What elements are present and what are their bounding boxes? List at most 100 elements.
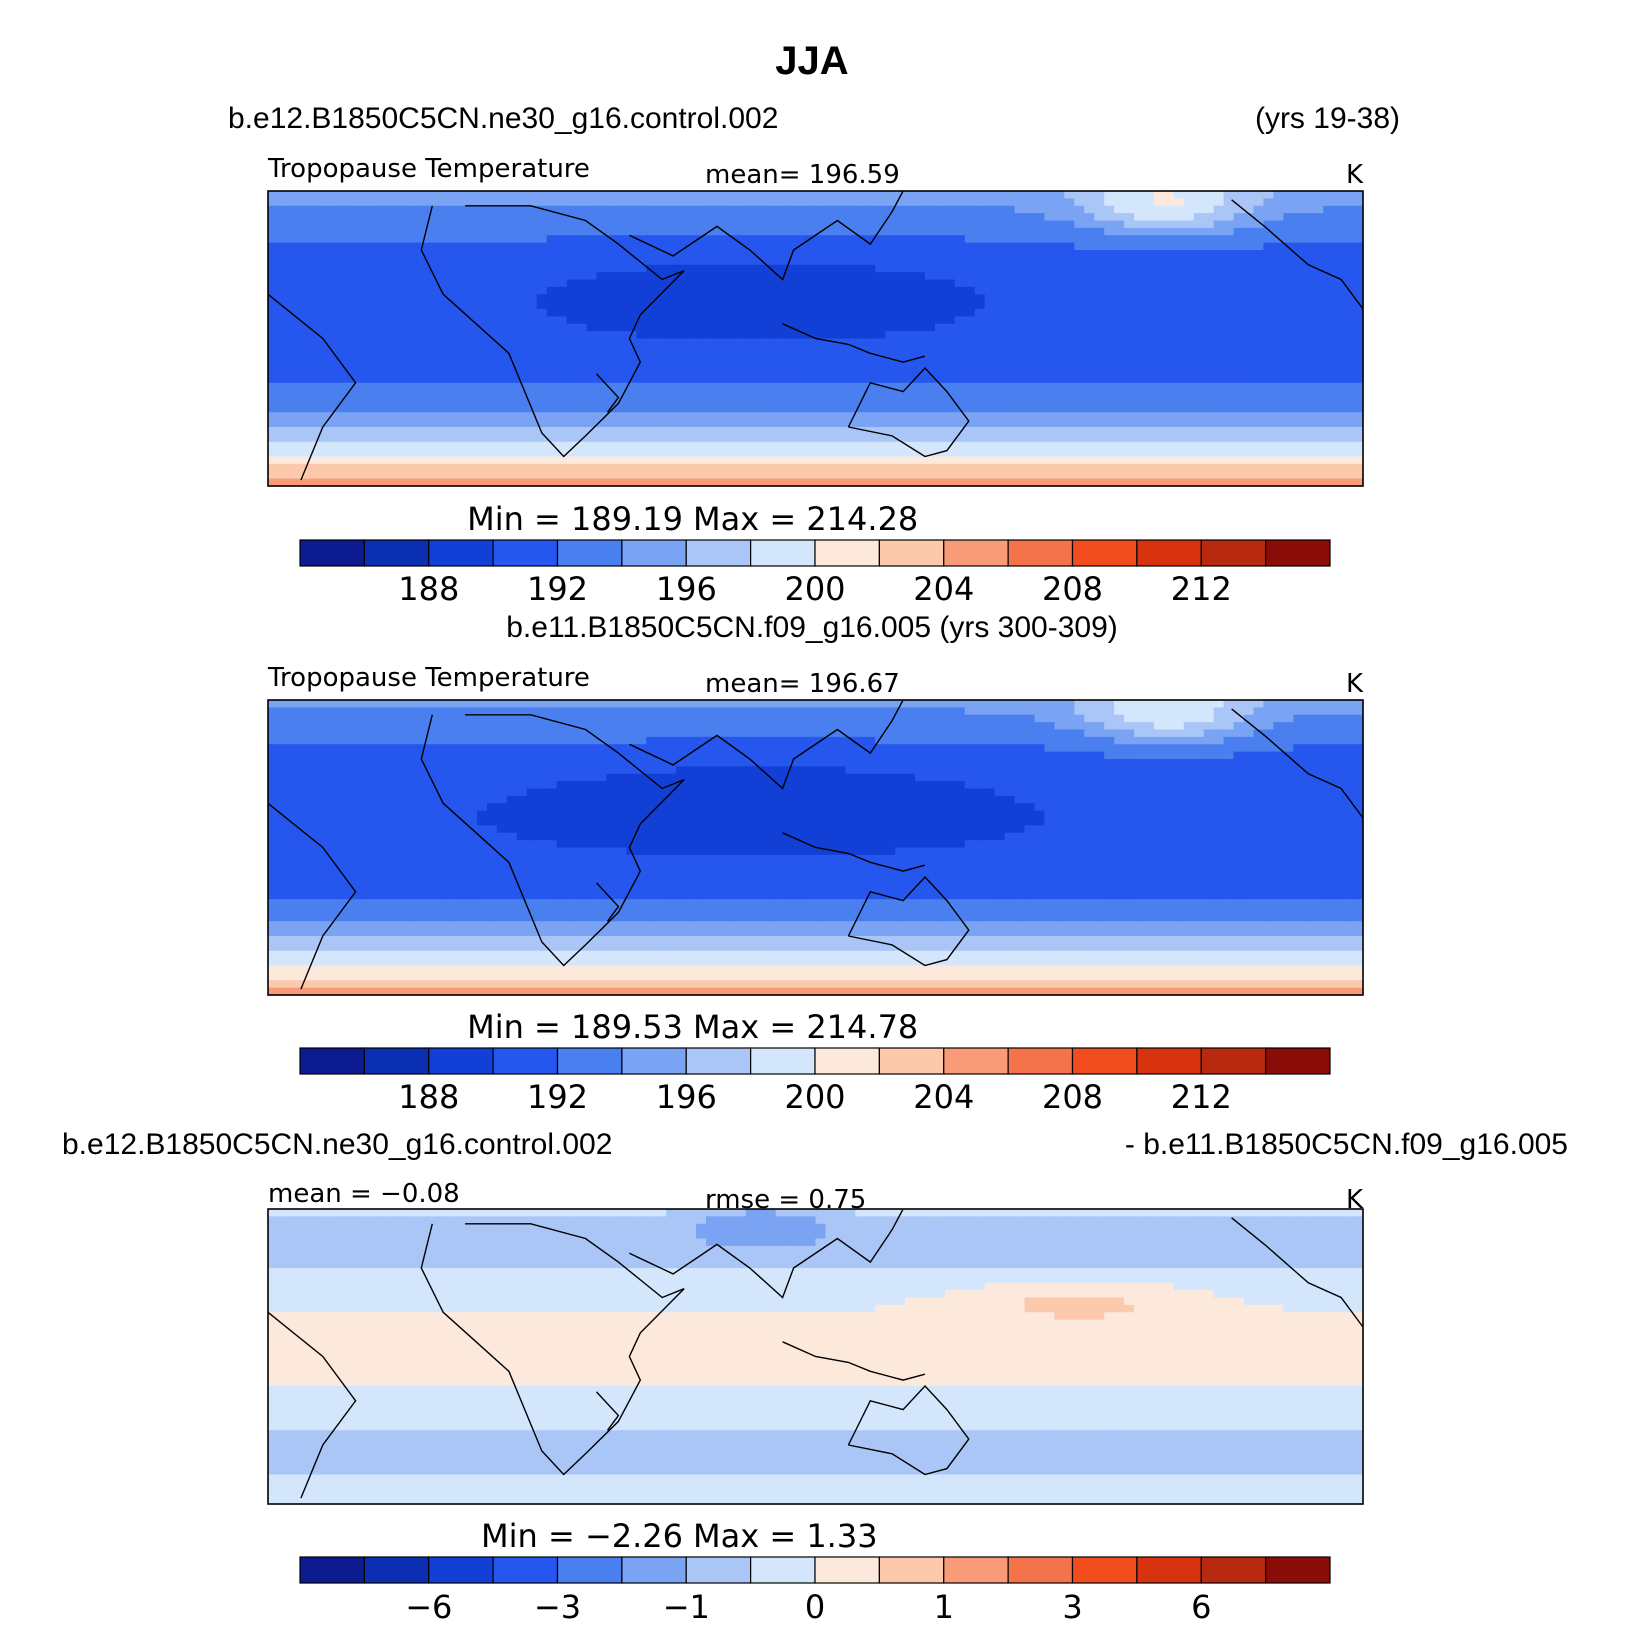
field-cell (427, 412, 438, 421)
field-cell (586, 198, 598, 207)
field-cell (1064, 353, 1075, 362)
field-cell (885, 353, 896, 362)
field-cell (377, 257, 389, 266)
field-cell (1273, 286, 1284, 295)
field-cell (905, 220, 916, 229)
field-cell (1004, 382, 1016, 391)
field-cell (447, 272, 458, 281)
field-cell (974, 478, 986, 487)
field-cell (706, 729, 717, 738)
field-cell (1313, 301, 1324, 310)
field-cell (885, 419, 896, 428)
field-cell (596, 471, 608, 480)
field-cell (1253, 368, 1265, 376)
field-cell (696, 279, 707, 288)
field-cell (268, 257, 279, 266)
field-cell (596, 478, 608, 487)
field-cell (825, 257, 836, 266)
field-cell (1203, 316, 1215, 325)
field-cell (297, 242, 309, 251)
field-cell (1124, 419, 1135, 428)
field-cell (855, 434, 866, 443)
field-cell (676, 205, 687, 214)
field-cell (1034, 205, 1046, 214)
field-cell (1114, 700, 1125, 708)
field-cell (865, 375, 876, 384)
field-cell (964, 338, 976, 347)
field-cell (516, 412, 528, 421)
field-cell (377, 729, 389, 738)
field-cell (347, 309, 359, 317)
field-cell (1323, 419, 1334, 428)
field-cell (735, 235, 747, 244)
field-cell (387, 463, 398, 472)
field-cell (1034, 338, 1046, 347)
field-cell (895, 456, 906, 465)
field-cell (596, 368, 608, 376)
field-cell (526, 722, 538, 731)
field-cell (715, 412, 727, 421)
field-cell (347, 456, 359, 465)
field-cell (875, 257, 886, 266)
field-cell (387, 456, 398, 465)
field-cell (447, 404, 458, 413)
field-cell (636, 345, 647, 354)
field-cell (974, 722, 986, 731)
field-cell (994, 220, 1006, 229)
field-cell (775, 301, 787, 310)
field-cell (457, 375, 468, 384)
field-cell (496, 331, 508, 340)
field-cell (1054, 250, 1065, 258)
colorbar-box (685, 539, 752, 567)
field-cell (377, 404, 389, 413)
field-cell (566, 242, 578, 251)
field-cell (1243, 286, 1255, 295)
field-cell (626, 272, 637, 281)
field-cell (467, 279, 478, 288)
field-cell (616, 235, 627, 244)
field-cell (367, 456, 379, 465)
field-cell (795, 714, 807, 723)
field-cell (915, 345, 926, 354)
field-cell (407, 338, 418, 347)
field-cell (277, 397, 289, 406)
field-cell (964, 257, 976, 266)
coastline (267, 293, 357, 481)
field-cell (845, 198, 856, 207)
field-cell (1303, 338, 1314, 347)
field-cell (905, 368, 916, 376)
field-cell (934, 264, 946, 273)
field-cell (287, 382, 299, 391)
field-cell (885, 441, 896, 450)
field-cell (636, 360, 647, 369)
field-cell (1004, 286, 1016, 295)
field-cell (268, 368, 279, 376)
field-cell (905, 390, 916, 399)
field-cell (885, 272, 896, 281)
field-cell (1233, 700, 1245, 708)
coastline (1231, 199, 1364, 310)
field-cell (1343, 345, 1354, 354)
field-cell (1074, 301, 1085, 310)
field-cell (1153, 191, 1165, 199)
field-cell (676, 404, 687, 413)
field-cell (1273, 272, 1284, 281)
field-cell (387, 478, 398, 487)
field-cell (905, 286, 916, 295)
field-cell (367, 301, 379, 310)
field-cell (795, 478, 807, 487)
field-cell (825, 404, 836, 413)
field-cell (367, 449, 379, 458)
field-cell (725, 191, 737, 199)
field-cell (1313, 382, 1324, 391)
field-cell (1014, 382, 1026, 391)
field-cell (885, 700, 896, 708)
field-cell (1024, 368, 1036, 376)
field-cell (905, 227, 916, 236)
field-cell (1213, 323, 1225, 332)
field-cell (377, 345, 389, 354)
field-cell (706, 301, 717, 310)
field-cell (1034, 707, 1046, 716)
field-cell (735, 368, 747, 376)
field-cell (706, 338, 717, 347)
